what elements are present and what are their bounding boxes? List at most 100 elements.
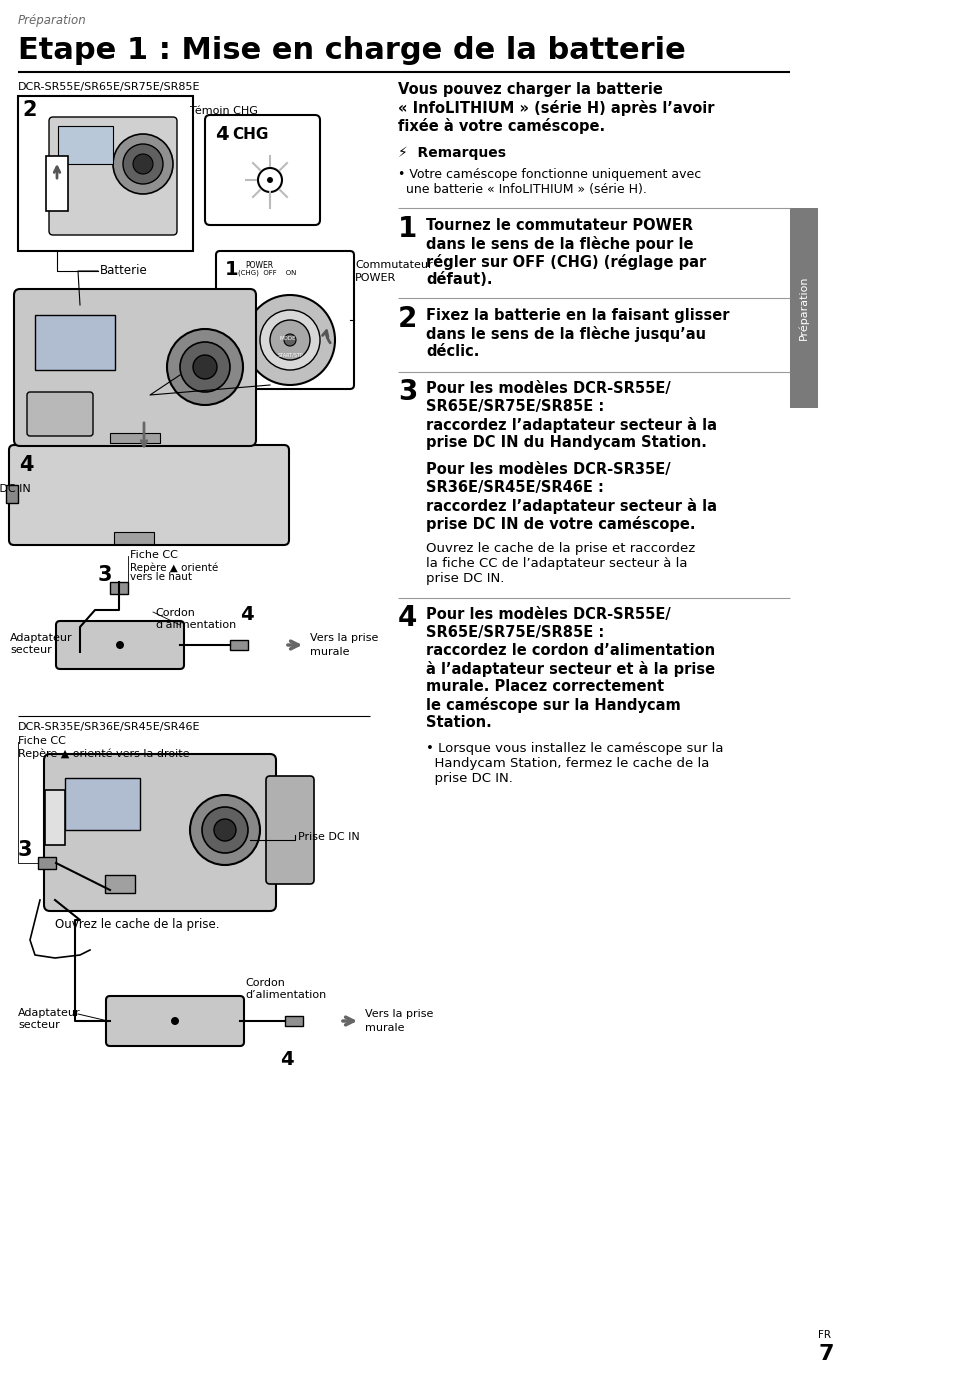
- Text: Fiche CC: Fiche CC: [130, 550, 178, 560]
- Text: 1: 1: [225, 260, 239, 279]
- Text: 3: 3: [98, 565, 112, 584]
- Text: SR65E/SR75E/SR85E :: SR65E/SR75E/SR85E :: [426, 626, 604, 639]
- Text: la fiche CC de l’adaptateur secteur à la: la fiche CC de l’adaptateur secteur à la: [426, 557, 687, 571]
- Text: raccordez le cordon d’alimentation: raccordez le cordon d’alimentation: [426, 644, 715, 659]
- Text: « InfoLITHIUM » (série H) après l’avoir: « InfoLITHIUM » (série H) après l’avoir: [398, 100, 714, 116]
- Text: murale: murale: [365, 1023, 404, 1033]
- Text: SR65E/SR75E/SR85E :: SR65E/SR75E/SR85E :: [426, 399, 604, 414]
- Circle shape: [190, 795, 260, 865]
- Text: raccordez l’adaptateur secteur à la: raccordez l’adaptateur secteur à la: [426, 417, 717, 433]
- Text: (CHG)  OFF    ON: (CHG) OFF ON: [238, 270, 297, 275]
- Text: 4: 4: [398, 604, 418, 632]
- Text: vers le haut: vers le haut: [130, 572, 192, 582]
- Text: secteur: secteur: [18, 1020, 60, 1030]
- Circle shape: [267, 177, 273, 183]
- Circle shape: [133, 154, 153, 175]
- Text: Prise DC IN: Prise DC IN: [298, 832, 360, 842]
- Circle shape: [214, 820, 236, 842]
- Text: Station.: Station.: [426, 715, 492, 730]
- Bar: [114, 532, 154, 544]
- Circle shape: [245, 296, 335, 385]
- Text: 7: 7: [818, 1343, 833, 1364]
- FancyBboxPatch shape: [14, 289, 256, 446]
- Bar: [110, 433, 160, 443]
- Circle shape: [270, 320, 310, 360]
- Circle shape: [258, 168, 282, 193]
- Text: Vers la prise: Vers la prise: [310, 632, 378, 644]
- Text: Préparation: Préparation: [799, 276, 809, 340]
- Text: Prise DC IN: Prise DC IN: [0, 484, 31, 494]
- Circle shape: [180, 342, 230, 392]
- Text: DCR-SR35E/SR36E/SR45E/SR46E: DCR-SR35E/SR36E/SR45E/SR46E: [18, 722, 201, 732]
- Text: Pour les modèles DCR-SR35E/: Pour les modèles DCR-SR35E/: [426, 462, 671, 477]
- Text: prise DC IN.: prise DC IN.: [426, 771, 513, 785]
- Text: MODE: MODE: [280, 336, 297, 341]
- Text: régler sur OFF (CHG) (réglage par: régler sur OFF (CHG) (réglage par: [426, 254, 707, 270]
- Text: 3: 3: [18, 840, 33, 859]
- Text: Repère ▲ orienté: Repère ▲ orienté: [130, 562, 218, 572]
- Text: raccordez l’adaptateur secteur à la: raccordez l’adaptateur secteur à la: [426, 498, 717, 514]
- Bar: [38, 857, 56, 869]
- Bar: [65, 778, 140, 830]
- Circle shape: [284, 334, 296, 346]
- Bar: [110, 582, 128, 594]
- Bar: [45, 791, 65, 846]
- Text: POWER: POWER: [355, 274, 396, 283]
- Text: 2: 2: [398, 305, 418, 333]
- Text: Batterie: Batterie: [100, 264, 148, 276]
- Text: secteur: secteur: [10, 645, 52, 654]
- Text: Handycam Station, fermez le cache de la: Handycam Station, fermez le cache de la: [426, 758, 709, 770]
- Bar: [46, 155, 68, 210]
- Text: Vers la prise: Vers la prise: [365, 1009, 433, 1019]
- Text: à l’adaptateur secteur et à la prise: à l’adaptateur secteur et à la prise: [426, 661, 715, 676]
- Text: • Votre caméscope fonctionne uniquement avec: • Votre caméscope fonctionne uniquement …: [398, 168, 701, 182]
- Bar: [790, 208, 818, 408]
- Text: murale: murale: [310, 648, 349, 657]
- Text: Pour les modèles DCR-SR55E/: Pour les modèles DCR-SR55E/: [426, 606, 671, 622]
- Text: déclic.: déclic.: [426, 344, 479, 359]
- Circle shape: [260, 309, 320, 370]
- Text: prise DC IN du Handycam Station.: prise DC IN du Handycam Station.: [426, 434, 707, 450]
- Text: Fixez la batterie en la faisant glisser: Fixez la batterie en la faisant glisser: [426, 308, 730, 323]
- Text: une batterie « InfoLITHIUM » (série H).: une batterie « InfoLITHIUM » (série H).: [398, 183, 647, 197]
- Circle shape: [171, 1018, 179, 1024]
- Text: ⚡  Remarques: ⚡ Remarques: [398, 146, 506, 160]
- Text: POWER: POWER: [245, 261, 274, 270]
- Text: Fiche CC: Fiche CC: [18, 736, 66, 747]
- Text: 3: 3: [398, 378, 418, 406]
- Text: 4: 4: [215, 125, 228, 144]
- Text: 1: 1: [398, 214, 418, 243]
- Text: Ouvrez le cache de la prise.: Ouvrez le cache de la prise.: [55, 918, 220, 931]
- FancyBboxPatch shape: [9, 446, 289, 544]
- Text: • Lorsque vous installez le caméscope sur la: • Lorsque vous installez le caméscope su…: [426, 742, 724, 755]
- FancyBboxPatch shape: [106, 996, 244, 1046]
- Text: d’alimentation: d’alimentation: [155, 620, 236, 630]
- Text: START/STP: START/STP: [278, 352, 303, 358]
- Bar: [230, 639, 248, 650]
- Text: 4: 4: [280, 1050, 294, 1068]
- Text: dans le sens de la flèche jusqu’au: dans le sens de la flèche jusqu’au: [426, 326, 706, 342]
- Text: 2: 2: [22, 100, 36, 120]
- Text: Commutateur: Commutateur: [355, 260, 433, 270]
- Text: dans le sens de la flèche pour le: dans le sens de la flèche pour le: [426, 236, 693, 252]
- Text: 4: 4: [19, 455, 34, 474]
- Circle shape: [167, 329, 243, 406]
- Text: prise DC IN de votre caméscope.: prise DC IN de votre caméscope.: [426, 516, 695, 532]
- Bar: [105, 874, 135, 892]
- Text: Préparation: Préparation: [18, 14, 86, 28]
- Text: murale. Placez correctement: murale. Placez correctement: [426, 679, 664, 694]
- Text: 4: 4: [240, 605, 253, 624]
- Text: CHG: CHG: [232, 126, 269, 142]
- Text: prise DC IN.: prise DC IN.: [426, 572, 504, 584]
- Text: Adaptateur: Adaptateur: [18, 1008, 81, 1018]
- Text: Adaptateur: Adaptateur: [10, 632, 73, 644]
- FancyBboxPatch shape: [49, 117, 177, 235]
- Text: Vous pouvez charger la batterie: Vous pouvez charger la batterie: [398, 82, 662, 98]
- Circle shape: [116, 641, 124, 649]
- Circle shape: [193, 355, 217, 380]
- FancyBboxPatch shape: [27, 392, 93, 436]
- Text: Repère ▲ orienté vers la droite: Repère ▲ orienté vers la droite: [18, 748, 189, 759]
- Text: Pour les modèles DCR-SR55E/: Pour les modèles DCR-SR55E/: [426, 381, 671, 396]
- Bar: [58, 126, 113, 164]
- Bar: [285, 1016, 303, 1026]
